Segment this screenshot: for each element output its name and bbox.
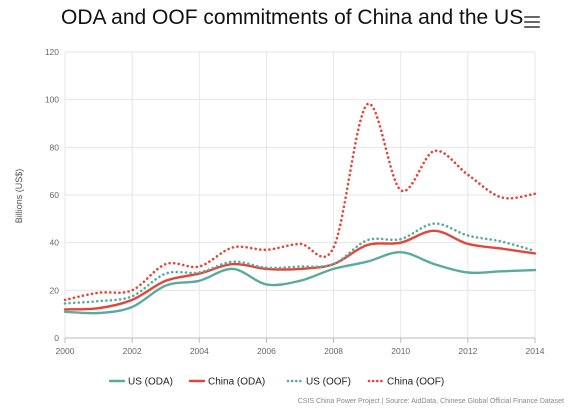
x-tick-label: 2008 bbox=[324, 346, 343, 356]
context-menu-button[interactable] bbox=[524, 16, 540, 30]
axes: 0 20 40 60 80 100 120 2000 2002 2004 2006 2008 2010 2… bbox=[45, 47, 545, 356]
x-tick-label: 2000 bbox=[56, 346, 75, 356]
credits: CSIS China Power Project | Source: AidDa… bbox=[297, 398, 564, 405]
y-tick-label: 0 bbox=[54, 333, 59, 343]
grid-lines bbox=[64, 51, 536, 339]
legend: US (ODA) China (ODA) US (OOF) China (OOF) bbox=[108, 377, 444, 388]
legend-label: US (OOF) bbox=[306, 377, 351, 388]
chart-title: ODA and OOF commitments of China and the… bbox=[61, 6, 524, 29]
y-tick-label: 100 bbox=[45, 95, 59, 105]
menu-bar bbox=[524, 16, 540, 18]
legend-label: China (ODA) bbox=[208, 377, 265, 388]
menu-bar bbox=[524, 26, 540, 28]
legend-item-china-oof[interactable]: China (OOF) bbox=[367, 377, 444, 388]
x-tick-label: 2004 bbox=[190, 346, 209, 356]
legend-item-us-oda[interactable]: US (ODA) bbox=[108, 377, 173, 388]
y-tick-label: 80 bbox=[50, 142, 60, 152]
legend-item-us-oof[interactable]: US (OOF) bbox=[286, 377, 351, 388]
y-tick-label: 20 bbox=[50, 285, 60, 295]
legend-label: US (ODA) bbox=[128, 377, 173, 388]
series-line-china-oof[interactable] bbox=[63, 102, 537, 302]
series-line-us-oda[interactable] bbox=[63, 250, 537, 315]
x-tick-label: 2010 bbox=[391, 346, 410, 356]
menu-bar bbox=[524, 21, 540, 23]
series-group bbox=[63, 102, 537, 315]
legend-label: China (OOF) bbox=[387, 377, 444, 388]
x-tick-label: 2006 bbox=[257, 346, 276, 356]
y-tick-label: 60 bbox=[50, 190, 60, 200]
legend-item-china-oda[interactable]: China (ODA) bbox=[188, 377, 265, 388]
y-axis-label: Billions (US$) bbox=[14, 169, 24, 224]
x-tick-label: 2014 bbox=[526, 346, 545, 356]
x-tick-label: 2012 bbox=[458, 346, 477, 356]
x-tick-label: 2002 bbox=[123, 346, 142, 356]
y-tick-label: 40 bbox=[50, 238, 60, 248]
y-tick-label: 120 bbox=[45, 47, 59, 57]
series-line-china-oda[interactable] bbox=[63, 229, 537, 311]
series-line-us-oof[interactable] bbox=[63, 222, 537, 305]
